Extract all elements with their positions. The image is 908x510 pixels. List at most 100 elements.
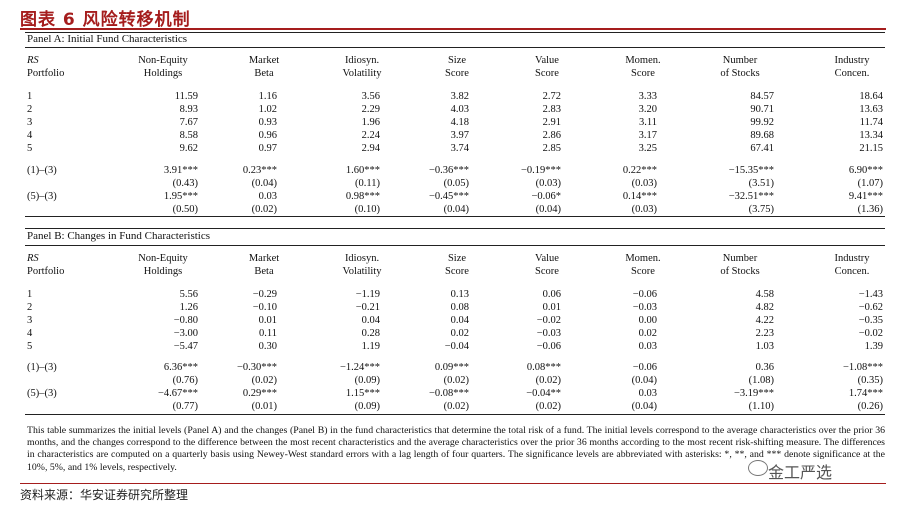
panel-b-table-row: 4 −3.00 0.11 0.28 0.02 −0.03 0.02 2.23 −0.02 bbox=[25, 327, 885, 340]
panel-b-cell: −0.03 bbox=[536, 328, 561, 339]
source-divider bbox=[20, 483, 886, 484]
panel-b-cell: −1.08*** bbox=[842, 362, 883, 373]
panel-b-cell: 0.02 bbox=[450, 328, 469, 339]
panel-b-cell: 0.01 bbox=[542, 302, 561, 313]
panel-a-cell: 2.24 bbox=[361, 130, 380, 141]
panel-b-cell: (0.09) bbox=[354, 401, 380, 412]
panel-a-header-col-8: Industry Concen. bbox=[834, 55, 870, 79]
panel-b-cell: 0.09*** bbox=[434, 362, 469, 373]
panel-a-cell: 13.63 bbox=[859, 104, 883, 115]
panel-a-header-col-1: Non-Equity Holdings bbox=[138, 55, 188, 79]
wechat-icon bbox=[748, 460, 768, 476]
panel-a-cell: 67.41 bbox=[750, 143, 774, 154]
panel-b-header-col-3: Idiosyn. Volatility bbox=[342, 253, 382, 277]
panel-a-header-col-4: Size Score bbox=[445, 55, 469, 79]
panel-b-cell: −0.80 bbox=[173, 315, 198, 326]
panel-b-header-col-4: Size Score bbox=[445, 253, 469, 277]
panel-a-cell: 2.85 bbox=[542, 143, 561, 154]
panel-a-cell: (1)–(3) bbox=[27, 165, 57, 176]
panel-b-cell: −0.06 bbox=[632, 289, 657, 300]
panel-a-cell: (3.75) bbox=[748, 204, 774, 215]
panel-b-cell: 0.06 bbox=[542, 289, 561, 300]
panel-b-cell: (0.02) bbox=[535, 375, 561, 386]
panel-b-cell: (1.10) bbox=[748, 401, 774, 412]
panel-a-cell: 3.82 bbox=[450, 91, 469, 102]
panel-b-cell: 6.36*** bbox=[163, 362, 198, 373]
panel-b-cell: −0.04** bbox=[526, 388, 561, 399]
panel-a-table-row: 4 8.58 0.96 2.24 3.97 2.86 3.17 89.68 13.34 bbox=[25, 129, 885, 142]
panel-a-cell: −0.36*** bbox=[428, 165, 469, 176]
panel-b-cell: 3 bbox=[27, 315, 33, 326]
panel-b-header-col-1: Non-Equity Holdings bbox=[138, 253, 188, 277]
panel-b-header-rule bbox=[25, 245, 885, 246]
panel-b-cell: −0.02 bbox=[536, 315, 561, 326]
panel-a-cell: (3.51) bbox=[748, 178, 774, 189]
panel-b-table-row: 1 5.56 −0.29 −1.19 0.13 0.06 −0.06 4.58 −1.43 bbox=[25, 288, 885, 301]
panel-b-cell: (0.04) bbox=[631, 375, 657, 386]
panel-b-cell: −3.19*** bbox=[733, 388, 774, 399]
panel-b-top-rule bbox=[25, 228, 885, 229]
panel-a-cell: 1.95*** bbox=[163, 191, 198, 202]
panel-a-cell: (0.03) bbox=[631, 204, 657, 215]
panel-a-diff-row: (0.43) (0.04) (0.11) (0.05) (0.03) (0.03) (3.5… bbox=[25, 177, 885, 190]
panel-a-cell: 3.91*** bbox=[163, 165, 198, 176]
panel-a-table-row: 5 9.62 0.97 2.94 3.74 2.85 3.25 67.41 21.15 bbox=[25, 142, 885, 155]
panel-a-cell: 3 bbox=[27, 117, 33, 128]
panel-a-cell: 90.71 bbox=[750, 104, 774, 115]
panel-b-header-col-2: Market Beta bbox=[248, 253, 280, 277]
panel-b-diff-row: (0.76) (0.02) (0.09) (0.02) (0.02) (0.04) (1.0… bbox=[25, 374, 885, 387]
panel-a-cell: −0.19*** bbox=[520, 165, 561, 176]
title-divider bbox=[20, 28, 886, 30]
panel-a-cell: 9.41*** bbox=[848, 191, 883, 202]
panel-b-cell: 0.02 bbox=[638, 328, 657, 339]
panel-a-top-rule bbox=[25, 32, 885, 33]
panel-b-cell: −0.10 bbox=[252, 302, 277, 313]
panel-a-cell: −0.06* bbox=[531, 191, 561, 202]
panel-b-cell: 0.11 bbox=[259, 328, 277, 339]
panel-b-cell: 0.13 bbox=[450, 289, 469, 300]
panel-b-diff-row: (5)–(3) −4.67*** 0.29*** 1.15*** −0.08*** −0.… bbox=[25, 387, 885, 400]
panel-b-cell: −0.08*** bbox=[428, 388, 469, 399]
panel-a-diff-row: (1)–(3) 3.91*** 0.23*** 1.60*** −0.36*** −0.1… bbox=[25, 164, 885, 177]
panel-a-cell: 99.92 bbox=[750, 117, 774, 128]
panel-b-cell: 2.23 bbox=[755, 328, 774, 339]
panel-a-cell: 1.60*** bbox=[345, 165, 380, 176]
panel-a-cell: 3.17 bbox=[638, 130, 657, 141]
panel-a-cell: 21.15 bbox=[859, 143, 883, 154]
panel-b-title: Panel B: Changes in Fund Characteristics bbox=[27, 230, 210, 242]
panel-a-cell: 3.25 bbox=[638, 143, 657, 154]
panel-b-cell: 0.01 bbox=[258, 315, 277, 326]
panel-a-cell: 1 bbox=[27, 91, 33, 102]
panel-b-cell: (0.02) bbox=[443, 375, 469, 386]
panel-b-cell: (0.26) bbox=[857, 401, 883, 412]
panel-b-cell: 4.82 bbox=[755, 302, 774, 313]
panel-a-table-row: 1 11.59 1.16 3.56 3.82 2.72 3.33 84.57 18.64 bbox=[25, 90, 885, 103]
panel-b-header-col-5: Value Score bbox=[535, 253, 559, 277]
panel-b-cell: (0.02) bbox=[251, 375, 277, 386]
panel-a-cell: 3.33 bbox=[638, 91, 657, 102]
panel-b-cell: 2 bbox=[27, 302, 33, 313]
panel-a-cell: (0.05) bbox=[443, 178, 469, 189]
panel-a-cell: (1.07) bbox=[857, 178, 883, 189]
panel-b-cell: (0.04) bbox=[631, 401, 657, 412]
panel-a-cell: (1.36) bbox=[857, 204, 883, 215]
source-text: 资料来源：华安证券研究所整理 bbox=[20, 488, 189, 502]
panel-b-cell: −0.03 bbox=[632, 302, 657, 313]
panel-a-cell: 2 bbox=[27, 104, 33, 115]
panel-b-cell: 4 bbox=[27, 328, 33, 339]
panel-b-cell: 0.03 bbox=[638, 388, 657, 399]
panel-a-cell: 4.03 bbox=[450, 104, 469, 115]
panel-b-cell: 4.58 bbox=[755, 289, 774, 300]
panel-a-cell: 4.18 bbox=[450, 117, 469, 128]
panel-a-cell: (0.03) bbox=[535, 178, 561, 189]
panel-b-cell: −0.04 bbox=[444, 341, 469, 352]
panel-b-cell: (0.77) bbox=[172, 401, 198, 412]
panel-a-title: Panel A: Initial Fund Characteristics bbox=[27, 33, 188, 45]
panel-a-cell: 1.16 bbox=[258, 91, 277, 102]
panel-a-cell: 0.93 bbox=[258, 117, 277, 128]
panel-a-header-col-2: Market Beta bbox=[248, 55, 280, 79]
panel-b-cell: 1.15*** bbox=[345, 388, 380, 399]
panel-b-cell: (5)–(3) bbox=[27, 388, 57, 399]
panel-a-cell: 1.02 bbox=[258, 104, 277, 115]
table-note: This table summarizes the initial levels… bbox=[27, 425, 885, 473]
